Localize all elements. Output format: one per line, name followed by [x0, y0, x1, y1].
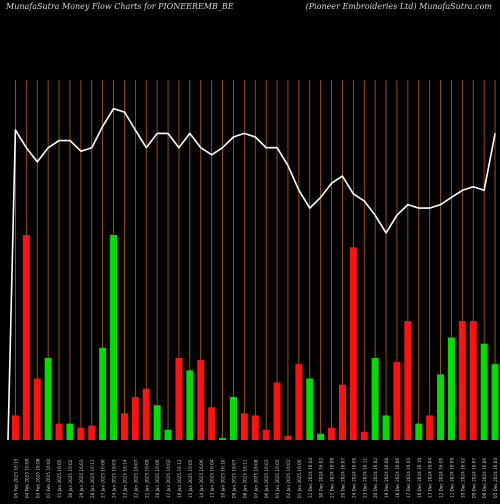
volume-bar	[240, 413, 248, 440]
x-tick-label: 20 Dec 2024 16:02	[373, 458, 378, 498]
x-tick-label: 12 Dec 2024 16:05	[439, 458, 444, 498]
x-tick-label: 01 Feb 2025 16:02	[46, 458, 51, 498]
x-tick-label: 02 Jan 2025 16:01	[286, 459, 291, 498]
volume-bar	[404, 321, 412, 440]
volume-bar	[458, 321, 466, 440]
volume-bar	[306, 378, 314, 440]
company-name: (Pioneer Embroideries Ltd) MunafaSutra.c…	[305, 2, 492, 11]
x-tick-label: 11 Dec 2024 16:09	[449, 458, 454, 498]
volume-bar	[491, 364, 499, 440]
money-flow-line	[7, 107, 496, 441]
x-tick-label: 24 Dec 2024 16:05	[351, 458, 356, 498]
x-tick-label: 14 Jan 2025 16:06	[199, 459, 204, 498]
chart-title: MunafaSutra Money Flow Charts for PIONEE…	[6, 2, 234, 11]
x-tick-label: 17 Dec 2024 16:03	[406, 458, 411, 498]
volume-bar	[153, 405, 161, 440]
x-tick-label: 03 Jan 2025 16:05	[275, 459, 280, 498]
volume-bar	[273, 382, 281, 440]
x-tick-label: 04 Feb 2025 16:09	[24, 458, 29, 498]
volume-bar	[33, 378, 41, 440]
volume-bar	[11, 415, 19, 440]
volume-bar	[66, 423, 74, 440]
volume-bar	[164, 429, 172, 440]
volume-bar	[382, 415, 390, 440]
volume-bar	[131, 396, 139, 440]
volume-bar	[110, 235, 118, 440]
x-axis-labels: 05 Feb 2025 16:15 04 Feb 2025 16:09 03 Feb…	[13, 458, 498, 498]
x-tick-label: 23 Jan 2025 16:14	[122, 459, 127, 498]
volume-bar	[186, 370, 194, 440]
x-tick-label: 07 Jan 2025 16:08	[253, 459, 258, 498]
x-tick-label: 13 Jan 2025 16:04	[210, 459, 215, 498]
x-tick-label: 17 Jan 2025 16:02	[166, 459, 171, 498]
x-tick-label: 15 Jan 2025 16:05	[188, 459, 193, 498]
volume-bar	[229, 396, 237, 440]
x-tick-label: 05 Dec 2024 16:03	[493, 458, 498, 498]
volume-bar	[251, 415, 259, 440]
volume-bar	[393, 362, 401, 440]
x-tick-label: 06 Dec 2024 16:06	[482, 458, 487, 498]
volume-bar	[284, 435, 292, 440]
x-tick-label: 03 Feb 2025 16:08	[35, 458, 40, 498]
volume-bar	[317, 433, 325, 440]
x-tick-label: 20 Jan 2025 16:06	[155, 459, 160, 498]
x-tick-label: 26 Dec 2024 16:07	[340, 458, 345, 498]
x-tick-label: 21 Jan 2025 16:09	[144, 459, 149, 498]
volume-bar	[349, 247, 357, 440]
x-tick-label: 08 Jan 2025 16:11	[242, 459, 247, 498]
x-tick-label: 01 Jan 2025 16:06	[297, 459, 302, 498]
volume-bar	[426, 415, 434, 440]
volume-bar	[88, 425, 96, 440]
volume-bar	[208, 407, 216, 440]
x-tick-label: 06 Jan 2025 16:03	[264, 459, 269, 498]
volume-bar	[437, 374, 445, 440]
volume-bar	[360, 431, 368, 440]
x-tick-label: 29 Jan 2025 16:03	[79, 459, 84, 498]
x-tick-label: 24 Jan 2025 16:03	[112, 459, 117, 498]
volume-bar	[197, 360, 205, 440]
x-tick-label: 13 Dec 2024 16:04	[428, 458, 433, 498]
x-tick-label: 30 Dec 2024 16:02	[319, 458, 324, 498]
x-tick-label: 10 Jan 2025 16:10	[221, 459, 226, 498]
x-tick-label: 19 Dec 2024 16:08	[384, 458, 389, 498]
x-tick-label: 27 Dec 2024 16:09	[330, 458, 335, 498]
volume-bar	[415, 423, 423, 440]
volume-bar	[22, 235, 30, 440]
x-tick-label: 27 Jan 2025 16:06	[101, 459, 106, 498]
x-tick-label: 10 Dec 2024 16:02	[460, 458, 465, 498]
x-tick-label: 31 Dec 2024 16:04	[308, 458, 313, 498]
volume-bar	[469, 321, 477, 440]
x-tick-label: 18 Dec 2024 16:06	[395, 458, 400, 498]
volume-bar	[175, 358, 183, 440]
volume-bars	[11, 235, 499, 440]
grid-lines	[15, 80, 496, 440]
volume-bar	[44, 358, 52, 440]
x-tick-label: 09 Jan 2025 16:07	[231, 459, 236, 498]
volume-bar	[295, 364, 303, 440]
volume-bar	[99, 347, 107, 440]
x-tick-label: 09 Dec 2024 16:07	[471, 458, 476, 498]
x-tick-label: 05 Feb 2025 16:15	[13, 458, 18, 498]
volume-bar	[328, 427, 336, 440]
volume-bar	[219, 437, 227, 440]
volume-bar	[77, 427, 85, 440]
x-tick-label: 30 Jan 2025 16:02	[68, 459, 73, 498]
volume-bar	[55, 423, 63, 440]
x-tick-label: 16 Dec 2024 16:10	[417, 458, 422, 498]
x-tick-label: 23 Dec 2024 16:11	[362, 458, 367, 498]
x-tick-label: 31 Jan 2025 16:05	[57, 459, 62, 498]
volume-bar	[480, 343, 488, 440]
money-flow-series-line	[7, 107, 496, 441]
volume-bar	[120, 413, 128, 440]
volume-bar	[447, 337, 455, 440]
volume-bar	[142, 388, 150, 440]
x-tick-label: 28 Jan 2025 16:11	[90, 459, 95, 498]
volume-bar	[371, 358, 379, 440]
x-tick-label: 22 Jan 2025 16:07	[133, 459, 138, 498]
volume-bar	[338, 384, 346, 440]
volume-bar	[262, 429, 270, 440]
x-tick-label: 16 Jan 2025 16:12	[177, 459, 182, 498]
